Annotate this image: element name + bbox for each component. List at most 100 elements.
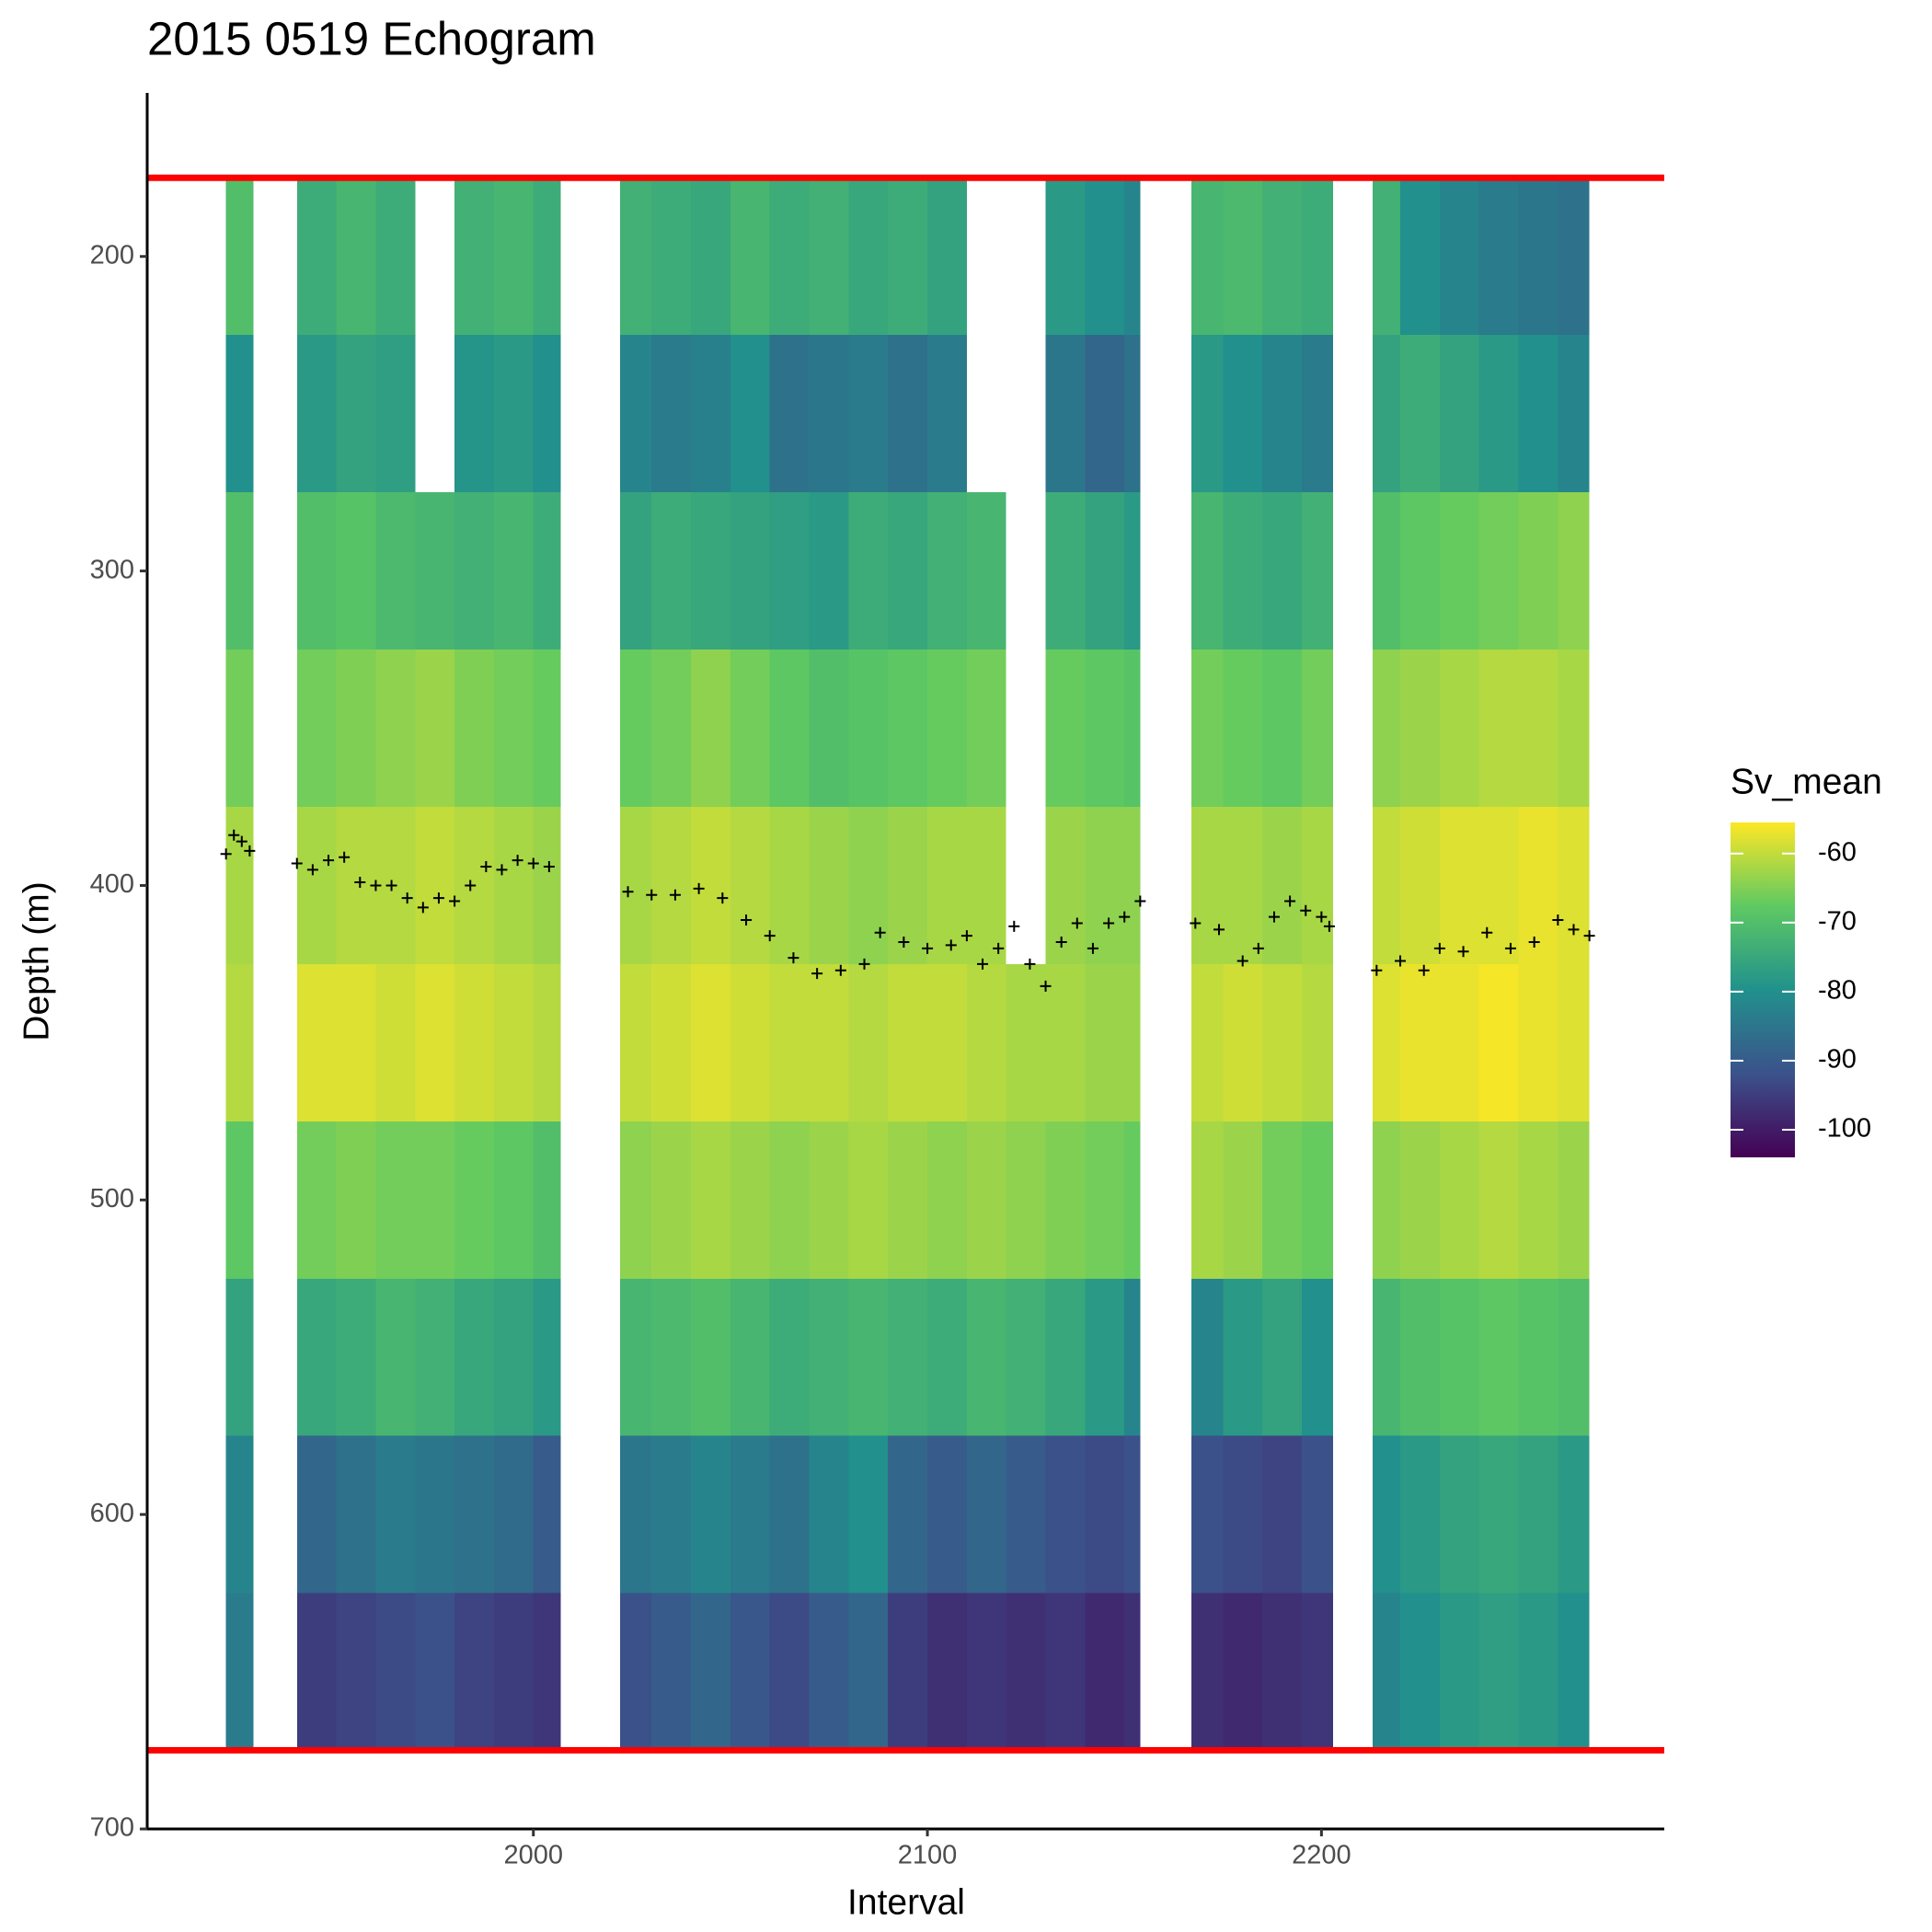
heatmap-cell xyxy=(336,178,376,336)
heatmap-cell xyxy=(730,492,770,650)
y-axis-title: Depth (m) xyxy=(17,881,56,1041)
heatmap-cell xyxy=(927,335,967,493)
heatmap-cell xyxy=(1085,963,1125,1121)
heatmap-cell xyxy=(1045,1121,1086,1279)
heatmap-cell xyxy=(651,1435,692,1593)
heatmap-cell xyxy=(809,806,849,964)
heatmap-cell xyxy=(533,1435,561,1593)
school-point xyxy=(898,936,910,948)
heatmap-cell xyxy=(375,963,416,1121)
heatmap-cell xyxy=(296,806,337,964)
heatmap-cell xyxy=(375,492,416,650)
heatmap-cell xyxy=(1400,492,1440,650)
heatmap-cell xyxy=(1085,650,1125,807)
school-point xyxy=(1134,895,1146,907)
school-point xyxy=(1024,958,1036,970)
heatmap-cell xyxy=(927,1121,967,1279)
heatmap-cell xyxy=(225,178,254,336)
heatmap-cell xyxy=(619,806,652,964)
heatmap-cell xyxy=(1191,178,1224,336)
heatmap-cell xyxy=(1518,806,1558,964)
heatmap-cell xyxy=(1006,1593,1046,1751)
heatmap-cell xyxy=(1223,1121,1263,1279)
heatmap-cell xyxy=(1262,335,1302,493)
heatmap-cell xyxy=(848,1278,889,1436)
heatmap-cell xyxy=(1301,1278,1334,1436)
heatmap-cell xyxy=(1301,963,1334,1121)
heatmap-cell xyxy=(1124,1121,1141,1279)
heatmap-cell xyxy=(848,806,889,964)
school-point xyxy=(1433,942,1445,954)
heatmap-cell xyxy=(1558,806,1590,964)
heatmap-cell xyxy=(769,1435,810,1593)
heatmap-cell xyxy=(493,492,534,650)
heatmap-cell xyxy=(619,335,652,493)
heatmap-cell xyxy=(1085,1593,1125,1751)
heatmap-cell xyxy=(888,806,928,964)
heatmap-cell xyxy=(1478,492,1519,650)
heatmap-cell xyxy=(336,963,376,1121)
heatmap-cell xyxy=(533,178,561,336)
heatmap-cell xyxy=(691,650,730,807)
school-point xyxy=(1071,917,1083,929)
school-point xyxy=(432,892,444,904)
school-point xyxy=(834,964,846,976)
school-point xyxy=(1316,911,1328,923)
school-point xyxy=(1087,942,1098,954)
x-axis-title: Interval xyxy=(847,1882,965,1922)
heatmap-cell xyxy=(848,335,889,493)
heatmap-cell xyxy=(1191,650,1224,807)
heatmap-cell xyxy=(1262,1121,1302,1279)
heatmap-cell xyxy=(1558,650,1590,807)
heatmap-cell xyxy=(927,963,967,1121)
school-point xyxy=(977,958,989,970)
school-point xyxy=(858,958,870,970)
school-point xyxy=(401,892,413,904)
y-tick-label: 400 xyxy=(90,869,134,899)
y-tick-label: 600 xyxy=(90,1499,134,1528)
school-point xyxy=(527,857,539,869)
heatmap-cell xyxy=(1478,1278,1519,1436)
school-point xyxy=(764,930,776,942)
heatmap-cell xyxy=(1045,178,1086,336)
heatmap-cell xyxy=(1373,650,1401,807)
heatmap-cell xyxy=(809,1121,849,1279)
heatmap-cell xyxy=(1478,1435,1519,1593)
heatmap-cell xyxy=(1262,806,1302,964)
heatmap-cell xyxy=(296,1278,337,1436)
heatmap-cell xyxy=(454,1593,494,1751)
heatmap-cell xyxy=(1006,1435,1046,1593)
chart-title: 2015 0519 Echogram xyxy=(147,12,596,64)
heatmap-cell xyxy=(1045,1593,1086,1751)
heatmap-cell xyxy=(888,1593,928,1751)
heatmap-cell xyxy=(493,1435,534,1593)
x-tick-label: 2200 xyxy=(1292,1841,1351,1870)
y-tick-label: 300 xyxy=(90,555,134,584)
heatmap-cell xyxy=(225,1435,254,1593)
heatmap-cell xyxy=(927,806,967,964)
heatmap-cell xyxy=(809,492,849,650)
heatmap-cell xyxy=(848,650,889,807)
heatmap-cell xyxy=(533,963,561,1121)
heatmap-cell xyxy=(1223,492,1263,650)
heatmap-cell xyxy=(1518,1593,1558,1751)
heatmap-cell xyxy=(454,1435,494,1593)
heatmap-cell xyxy=(1373,335,1401,493)
heatmap-cell xyxy=(533,1593,561,1751)
heatmap-cell xyxy=(1301,1593,1334,1751)
heatmap-cell xyxy=(1439,1435,1479,1593)
heatmap-cell xyxy=(225,335,254,493)
heatmap-cell xyxy=(1191,1278,1224,1436)
heatmap-cell xyxy=(225,1278,254,1436)
school-point xyxy=(1055,936,1067,948)
heatmap-cell xyxy=(809,963,849,1121)
heatmap-cell xyxy=(1439,335,1479,493)
heatmap-cell xyxy=(769,178,810,336)
school-point xyxy=(1236,955,1248,967)
heatmap-cell xyxy=(809,1593,849,1751)
heatmap-cell xyxy=(1223,335,1263,493)
heatmap-cell xyxy=(848,492,889,650)
heatmap-cell xyxy=(1191,1593,1224,1751)
school-point xyxy=(1371,964,1383,976)
heatmap-cell xyxy=(533,806,561,964)
